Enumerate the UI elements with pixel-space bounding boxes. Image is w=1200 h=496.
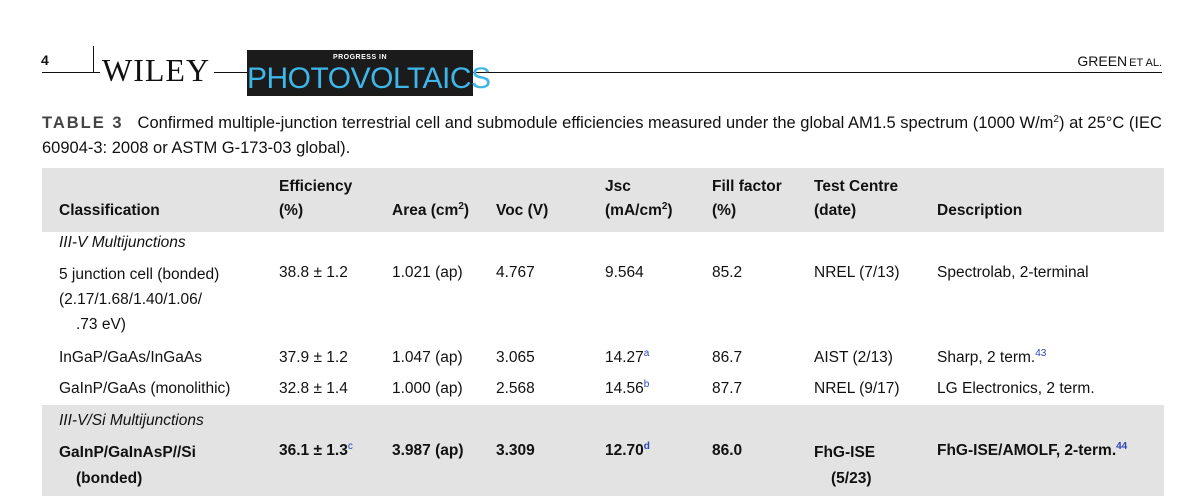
group-label-iii-v-si: III-V/Si Multijunctions (59, 412, 204, 429)
table-caption: TABLE 3 Confirmed multiple-junction terre… (42, 111, 1167, 161)
row3-jsc: 14.56b (605, 378, 649, 400)
row2-area: 1.047 (ap) (392, 349, 463, 366)
row3-classification: GaInP/GaAs (monolithic) (59, 380, 231, 397)
row4-description: FhG-ISE/AMOLF, 2-term.44 (937, 440, 1127, 462)
header-fill-factor: Fill factor (%) (712, 175, 782, 223)
row4-test-centre-line1: FhG-ISE (814, 444, 876, 461)
header-jsc: Jsc (mA/cm2) (605, 175, 673, 223)
publisher-logo: WILEY (100, 52, 215, 88)
row2-voc: 3.065 (496, 349, 535, 366)
caption-text-end: ) at 25°C (IEC 60904-3: 2008 or ASTM G-1… (42, 114, 1162, 157)
header-ff-line2: (%) (712, 202, 737, 219)
row2-description: Sharp, 2 term.43 (937, 347, 1046, 369)
row1-efficiency: 38.8 ± 1.2 (279, 264, 348, 281)
row1-classification-line2: (2.17/1.68/1.40/1.06/ (59, 291, 203, 308)
row4-voc: 3.309 (496, 442, 535, 459)
header-rule (42, 72, 1162, 73)
row4-jsc-footnote[interactable]: d (643, 441, 650, 452)
row2-classification: InGaP/GaAs/InGaAs (59, 349, 203, 366)
row1-jsc: 9.564 (605, 264, 644, 281)
row4-classification-line2: (bonded) (76, 470, 143, 487)
row2-efficiency: 37.9 ± 1.2 (279, 349, 348, 366)
row2-reference-link[interactable]: 43 (1035, 348, 1047, 359)
row3-jsc-value: 14.56 (605, 380, 644, 397)
header-voc: Voc (V) (496, 202, 549, 219)
header-tc-line2: (date) (814, 202, 857, 219)
row1-classification-line3: .73 eV) (76, 316, 126, 333)
row4-fill-factor: 86.0 (712, 442, 743, 459)
row2-jsc-value: 14.27 (605, 349, 644, 366)
header-efficiency-line1: Efficiency (279, 178, 353, 195)
row1-test-centre: NREL (7/13) (814, 264, 900, 281)
header-efficiency-line2: (%) (279, 202, 304, 219)
running-author: GREEN ET AL. (1077, 53, 1162, 69)
row3-efficiency: 32.8 ± 1.4 (279, 380, 348, 397)
row4-jsc: 12.70d (605, 440, 650, 462)
header-area-close: ) (463, 202, 470, 219)
running-author-suffix: ET AL. (1129, 57, 1162, 69)
header-ff-line1: Fill factor (712, 178, 782, 195)
group-label-iii-v: III-V Multijunctions (59, 234, 186, 251)
header-jsc-sup: 2 (661, 201, 668, 212)
header-jsc-close: ) (667, 202, 673, 219)
row3-jsc-footnote[interactable]: b (643, 379, 650, 390)
header-area: Area (cm2) (392, 199, 469, 223)
journal-logo: PROGRESS IN PHOTOVOLTAICS (247, 50, 491, 96)
header-rule-tick (93, 46, 94, 73)
header-classification: Classification (59, 202, 160, 219)
header-test-centre: Test Centre (date) (814, 175, 898, 223)
row4-jsc-value: 12.70 (605, 442, 644, 459)
row4-area: 3.987 (ap) (392, 442, 464, 459)
row4-description-text: FhG-ISE/AMOLF, 2-term. (937, 442, 1117, 459)
journal-logo-small-text: PROGRESS IN (332, 54, 388, 61)
row1-area: 1.021 (ap) (392, 264, 463, 281)
row3-description: LG Electronics, 2 term. (937, 380, 1095, 397)
row1-description: Spectrolab, 2-terminal (937, 264, 1089, 281)
row3-voc: 2.568 (496, 380, 535, 397)
row4-test-centre-line2: (5/23) (831, 470, 872, 487)
header-tc-line1: Test Centre (814, 178, 899, 195)
row4-reference-link[interactable]: 44 (1116, 441, 1128, 452)
row3-test-centre: NREL (9/17) (814, 380, 900, 397)
caption-text: Confirmed multiple-junction terrestrial … (137, 114, 1054, 132)
highlight-band (42, 405, 1164, 496)
header-efficiency: Efficiency (%) (279, 175, 352, 223)
table-label: TABLE 3 (42, 114, 124, 132)
header-description: Description (937, 202, 1023, 219)
row4-efficiency: 36.1 ± 1.3c (279, 440, 353, 462)
journal-logo-title: PHOTOVOLTAICS (247, 62, 491, 95)
header-area-text: Area (cm (392, 202, 459, 219)
header-area-sup: 2 (458, 201, 464, 212)
row1-classification-line1: 5 junction cell (bonded) (59, 266, 220, 283)
header-jsc-line1: Jsc (605, 178, 631, 195)
row4-efficiency-value: 36.1 ± 1.3 (279, 442, 348, 459)
header-jsc-line2: (mA/cm (605, 202, 662, 219)
row4-classification: GaInP/GaInAsP//Si (bonded) (59, 440, 196, 492)
row4-classification-line1: GaInP/GaInAsP//Si (59, 444, 196, 461)
row1-classification: 5 junction cell (bonded) (2.17/1.68/1.40/… (59, 262, 219, 337)
row2-test-centre: AIST (2/13) (814, 349, 893, 366)
page-number: 4 (41, 52, 49, 68)
row3-area: 1.000 (ap) (392, 380, 463, 397)
row1-fill-factor: 85.2 (712, 264, 743, 281)
row2-jsc-footnote[interactable]: a (643, 348, 650, 359)
row4-test-centre: FhG-ISE (5/23) (814, 440, 875, 492)
caption-superscript: 2 (1053, 114, 1059, 125)
running-author-name: GREEN (1077, 53, 1128, 69)
table-header-band (42, 168, 1164, 232)
row2-description-text: Sharp, 2 term. (937, 349, 1036, 366)
row2-fill-factor: 86.7 (712, 349, 743, 366)
row4-efficiency-footnote[interactable]: c (347, 441, 353, 452)
row2-jsc: 14.27a (605, 347, 649, 369)
row3-fill-factor: 87.7 (712, 380, 743, 397)
row1-voc: 4.767 (496, 264, 535, 281)
